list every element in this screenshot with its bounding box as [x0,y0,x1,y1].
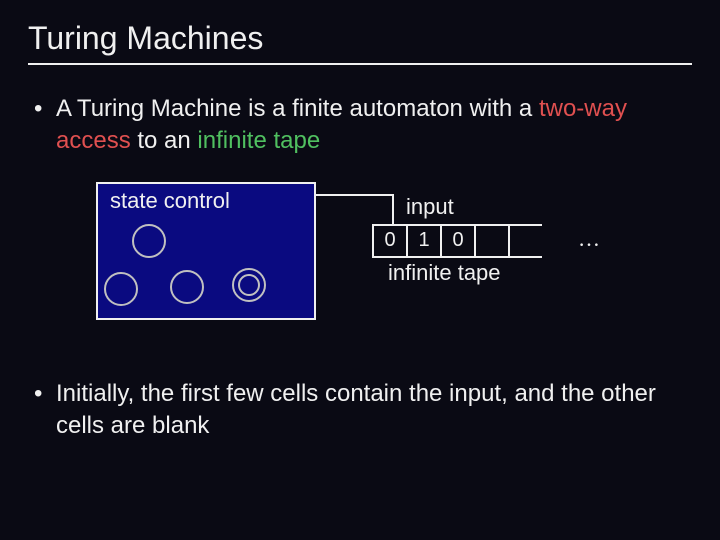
state-circle [132,224,166,258]
tape-cell: 1 [406,226,440,256]
diagram: state controlinput010…infinite tape [28,170,692,350]
slide: Turing Machines A Turing Machine is a fi… [0,0,720,471]
state-control-label: state control [110,188,230,214]
tape-cell [508,226,542,256]
bullet-1: A Turing Machine is a finite automaton w… [28,93,692,158]
tape-cell: 0 [372,226,406,256]
tape-cell: 0 [440,226,474,256]
tape-caption: infinite tape [388,260,501,286]
bullet-1-text-a: A Turing Machine is a finite automaton w… [56,95,539,122]
tape-cell [474,226,508,256]
bullet-2: Initially, the first few cells contain t… [28,378,692,443]
connector-line [316,194,392,196]
state-circle [170,270,204,304]
state-circle [238,274,260,296]
connector-drop [392,194,394,224]
state-circle [104,272,138,306]
input-label: input [406,194,454,220]
tape-ellipsis: … [578,226,602,252]
bullet-1-text-b: to an [131,127,198,154]
bullet-1-highlight-green: infinite tape [197,127,320,154]
slide-title: Turing Machines [28,20,692,65]
tape: 010 [372,224,542,258]
